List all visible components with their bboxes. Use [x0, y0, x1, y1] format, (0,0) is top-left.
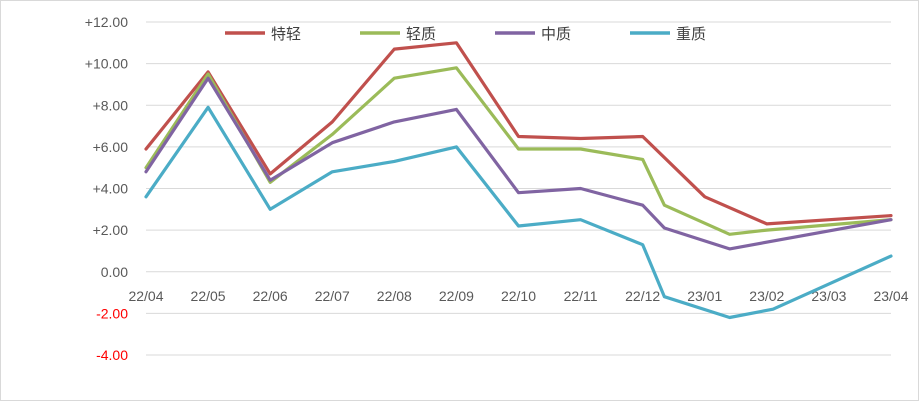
series-line-0	[144, 41, 893, 226]
x-tick-label: 22/06	[253, 288, 288, 304]
series-line-1	[144, 66, 893, 236]
y-tick-label: +2.00	[93, 222, 129, 238]
x-tick-label: 22/12	[625, 288, 660, 304]
legend: 特轻 轻质 中质 重质	[225, 25, 706, 43]
legend-label-3: 重质	[676, 25, 706, 43]
x-tick-label: 22/11	[564, 288, 598, 304]
x-tick-label: 23/04	[873, 288, 908, 304]
series-line-2	[144, 76, 893, 251]
y-tick-label: +10.00	[85, 56, 128, 72]
y-tick-label: +4.00	[93, 181, 129, 197]
series-lines	[144, 41, 893, 320]
x-axis-tick-labels: 22/04 22/05 22/06 22/07 22/08 22/09 22/10 22/11…	[128, 288, 908, 304]
x-tick-label: 23/02	[749, 288, 784, 304]
x-tick-label: 22/07	[315, 288, 350, 304]
x-tick-label: 22/08	[377, 288, 412, 304]
x-tick-label: 22/04	[128, 288, 163, 304]
y-tick-label: -2.00	[96, 305, 128, 321]
y-tick-label: -4.00	[96, 347, 128, 363]
legend-label-0: 特轻	[271, 25, 301, 43]
x-tick-label: 22/10	[501, 288, 536, 304]
series-line-3	[144, 105, 893, 320]
y-axis-tick-labels: +12.00 +10.00 +8.00 +6.00 +4.00 +2.00 0.00 -2.0…	[85, 14, 128, 363]
x-tick-label: 23/03	[811, 288, 846, 304]
y-tick-label: +8.00	[93, 97, 129, 113]
y-tick-label: +12.00	[85, 14, 128, 30]
x-tick-label: 23/01	[687, 288, 722, 304]
y-tick-label: +6.00	[93, 139, 129, 155]
legend-label-2: 中质	[541, 25, 571, 43]
y-tick-label: 0.00	[101, 264, 128, 280]
x-tick-label: 22/05	[191, 288, 226, 304]
x-tick-label: 22/09	[439, 288, 474, 304]
legend-label-1: 轻质	[406, 25, 436, 43]
